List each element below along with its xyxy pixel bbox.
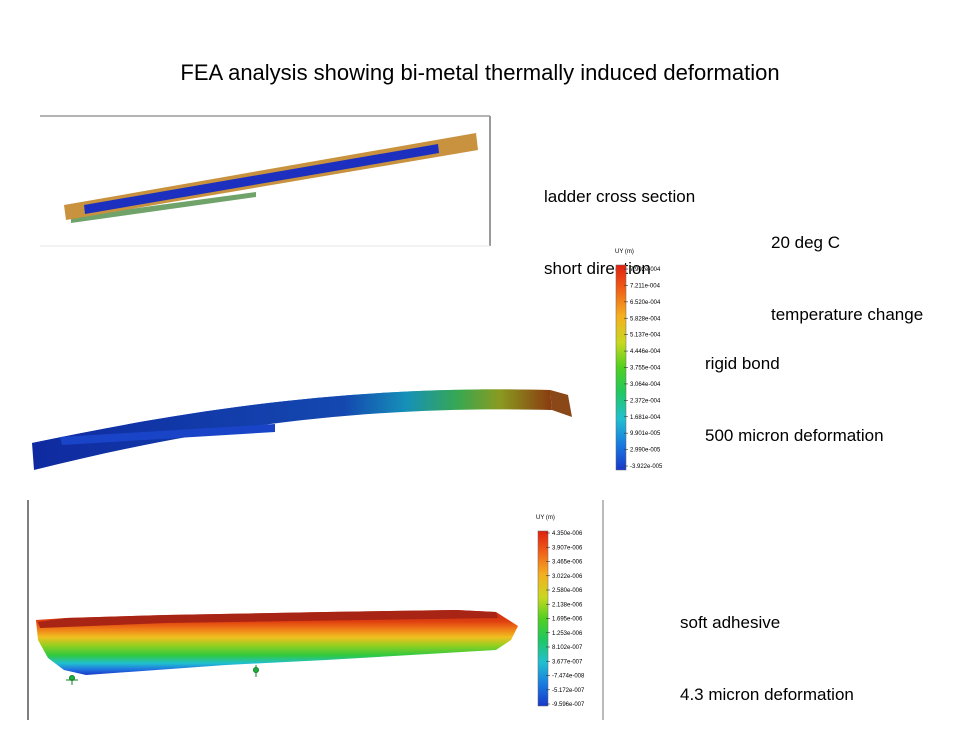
rigid-scale-ticks: 7.902e-004 7.211e-004 6.520e-004 5.828e-004… [624,267,663,470]
beam-end-face [550,390,572,417]
soft-scale-tick-label: 1.695e-006 [552,617,583,623]
blue-layer [84,144,439,214]
soft-scale-tick-label: 8.102e-007 [552,645,583,651]
soft-adhesive-note-line2: 4.3 micron deformation [680,685,854,704]
soft-scale-ticks: 4.350e-006 3.907e-006 3.465e-006 3.022e-006… [546,531,585,708]
soft-scale-tick-label: 3.022e-006 [552,574,583,580]
soft-scale-tick-label: 1.253e-006 [552,631,583,637]
rigid-scale-tick-label: 1.681e-004 [630,415,661,421]
rigid-legend-title: UY (m) [615,249,634,255]
rigid-scale-tick-label: 7.902e-004 [630,267,661,273]
rigid-scale-tick-label: 5.137e-004 [630,333,661,339]
soft-scale-tick-label: -7.474e-008 [552,674,585,680]
temperature-note-line1: 20 deg C [771,233,840,252]
support-left [66,675,78,685]
rigid-scale-tick-label: 2.990e-005 [630,448,661,454]
soft-scale-tick-label: -9.596e-007 [552,702,585,708]
soft-scale-tick-label: 3.907e-006 [552,545,583,551]
rigid-bond-model: UY (m) 7.902e-004 7.211e-004 6.520e-004 5.8… [32,249,663,471]
slide-title: FEA analysis showing bi-metal thermally … [180,60,780,85]
soft-scale-tick-label: 2.138e-006 [552,602,583,608]
rigid-scale-tick-label: 4.446e-004 [630,349,661,355]
soft-legend-title: UY (m) [536,515,555,521]
soft-adhesive-model: UY (m) 4.350e-006 3.907e-006 3.465e-006 3.0… [27,500,604,720]
soft-adhesive-note-line1: soft adhesive [680,613,781,632]
rigid-scale-tick-label: 3.064e-004 [630,382,661,388]
temperature-note: 20 deg C temperature change [771,183,923,351]
support-right [253,665,259,677]
beam-side-face [32,389,552,470]
rigid-scale-tick-label: 7.211e-004 [630,283,661,289]
soft-scale-tick-label: 4.350e-006 [552,531,583,537]
rigid-scale-tick-label: 9.901e-005 [630,431,661,437]
rigid-scale-tick-label: 2.372e-004 [630,398,661,404]
temperature-note-line2: temperature change [771,305,924,324]
cross-section-note-line1: ladder cross section [544,187,696,206]
soft-scale-tick-label: 2.580e-006 [552,588,583,594]
rigid-scale-tick-label: 5.828e-004 [630,316,661,322]
rigid-bond-note-line1: rigid bond [705,354,780,373]
bond-layer [71,192,256,223]
soft-beam-body [36,610,518,675]
rigid-scale-tick-label: 3.755e-004 [630,366,661,372]
soft-scale-tick-label: 3.465e-006 [552,560,583,566]
cross-section-note: ladder cross section short direction [544,137,695,305]
cross-section-image [40,115,491,247]
soft-scale-tick-label: -5.172e-007 [552,688,585,694]
rigid-scale-tick-label: 6.520e-004 [630,300,661,306]
rigid-bond-note-line2: 500 micron deformation [705,426,884,445]
rigid-scale-tick-label: -3.922e-005 [630,464,663,470]
soft-adhesive-note: soft adhesive 4.3 micron deformation [680,563,854,731]
rigid-bond-note: rigid bond 500 micron deformation [705,304,884,472]
soft-scale-tick-label: 3.677e-007 [552,659,583,665]
